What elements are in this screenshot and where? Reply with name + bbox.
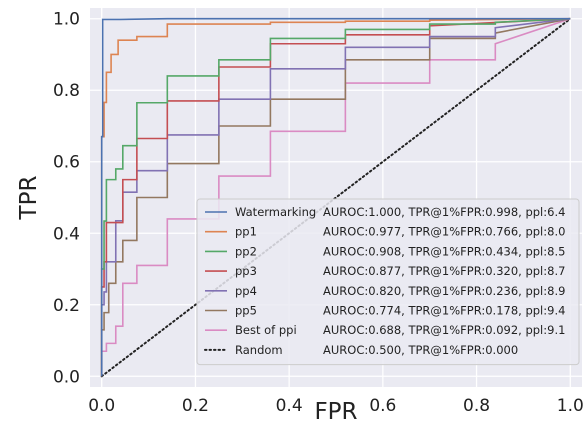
x-axis-label: FPR (314, 399, 357, 425)
grid (90, 8, 582, 387)
series-line-pp2 (100, 17, 571, 377)
x-tick-label: 0.8 (463, 396, 490, 416)
series-line-pp4 (100, 17, 571, 377)
legend-series-name: pp4 (235, 284, 257, 298)
x-tick-label: 1.0 (557, 396, 584, 416)
series-line-pp5 (100, 17, 571, 377)
x-tick-label: 0.0 (88, 396, 115, 416)
series-line-best-of-ppi (100, 17, 571, 377)
legend-box (196, 198, 580, 366)
y-tick-label: 0.4 (53, 224, 80, 244)
legend-series-name: Random (235, 343, 283, 357)
x-tick-label: 0.4 (276, 396, 303, 416)
legend-series-stats: AUROC:0.977, TPR@1%FPR:0.766, ppl:8.0 (323, 225, 565, 239)
legend-series-name: Best of ppi (235, 323, 297, 337)
series-line-random (100, 17, 572, 378)
legend-series-stats: AUROC:0.908, TPR@1%FPR:0.434, ppl:8.5 (323, 244, 565, 258)
series-line-pp1 (100, 17, 571, 377)
y-axis-label: TPR (16, 176, 42, 221)
series-line-watermarking (100, 17, 571, 377)
legend-series-stats: AUROC:1.000, TPR@1%FPR:0.998, ppl:6.4 (323, 205, 565, 219)
series-lines (100, 17, 572, 378)
x-tick-label: 0.6 (369, 396, 396, 416)
legend-series-stats: AUROC:0.877, TPR@1%FPR:0.320, ppl:8.7 (323, 264, 565, 278)
legend-series-stats: AUROC:0.820, TPR@1%FPR:0.236, ppl:8.9 (323, 284, 565, 298)
legend-series-name: pp5 (235, 304, 257, 318)
legend-series-stats: AUROC:0.688, TPR@1%FPR:0.092, ppl:9.1 (323, 323, 565, 337)
legend-series-name: pp3 (235, 264, 257, 278)
x-tick-label: 0.2 (182, 396, 209, 416)
legend-series-stats: AUROC:0.774, TPR@1%FPR:0.178, ppl:9.4 (323, 304, 565, 318)
legend-series-stats: AUROC:0.500, TPR@1%FPR:0.000 (323, 343, 518, 357)
legend-series-name: pp1 (235, 225, 257, 239)
y-tick-label: 0.0 (53, 367, 80, 387)
tick-labels: 0.0 0.2 0.4 0.6 0.8 1.0 0.0 0.2 0.4 0.6 0.8 1.0 (53, 10, 584, 416)
y-tick-label: 0.8 (53, 81, 80, 101)
legend: Watermarking AUROC:1.000, TPR@1%FPR:0.998… (196, 198, 580, 366)
y-tick-label: 1.0 (53, 10, 80, 30)
y-tick-label: 0.6 (53, 153, 80, 173)
y-tick-label: 0.2 (53, 296, 80, 316)
legend-series-name: pp2 (235, 244, 257, 258)
legend-series-name: Watermarking (235, 205, 316, 219)
